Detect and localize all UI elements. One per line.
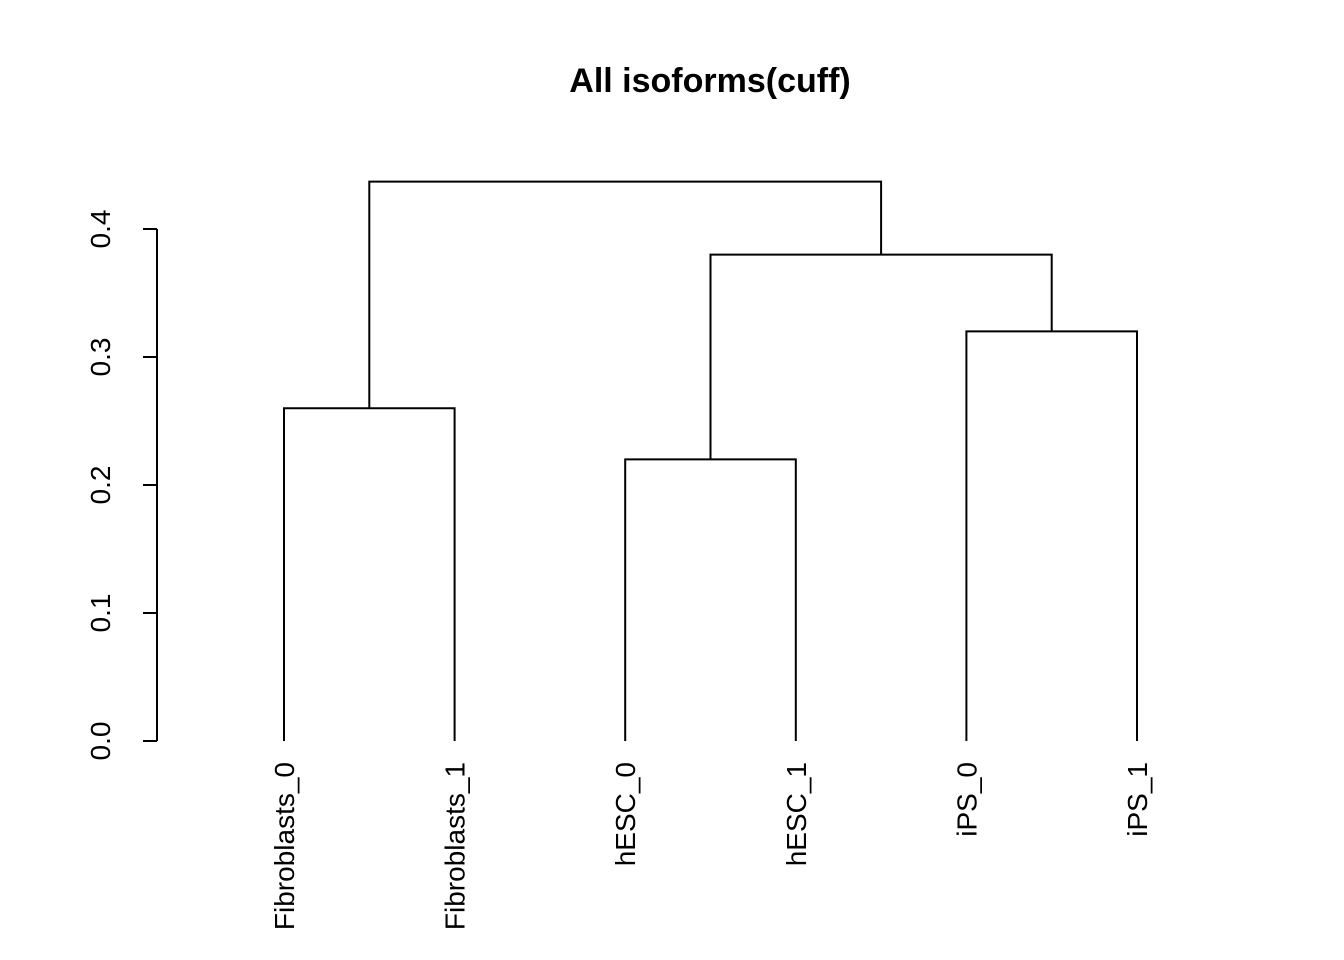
dendrogram-branch <box>368 180 883 409</box>
y-tick-label: 0.0 <box>85 722 116 761</box>
leaf-label: iPS_0 <box>951 762 982 837</box>
chart-title: All isoforms(cuff) <box>569 62 850 100</box>
dendrogram-branch <box>283 407 456 741</box>
leaf-label: Fibroblasts_0 <box>269 762 300 930</box>
leaf-label: hESC_0 <box>610 762 641 866</box>
leaf-label: iPS_1 <box>1122 762 1153 837</box>
y-axis: 0.0 0.1 0.2 0.3 0.4 <box>85 210 158 761</box>
dendrogram-branch <box>965 330 1138 741</box>
dendrogram-branch <box>624 458 797 741</box>
dendrogram-branch <box>709 253 1053 460</box>
y-tick-label: 0.4 <box>85 210 116 249</box>
y-tick-label: 0.1 <box>85 594 116 633</box>
y-tick-label: 0.2 <box>85 466 116 505</box>
dendrogram-branches <box>283 180 1138 741</box>
y-tick-label: 0.3 <box>85 338 116 377</box>
leaf-label: hESC_1 <box>781 762 812 866</box>
leaf-label: Fibroblasts_1 <box>440 762 471 930</box>
leaf-labels: Fibroblasts_0 Fibroblasts_1 hESC_0 hESC_1 iP… <box>269 762 1153 930</box>
